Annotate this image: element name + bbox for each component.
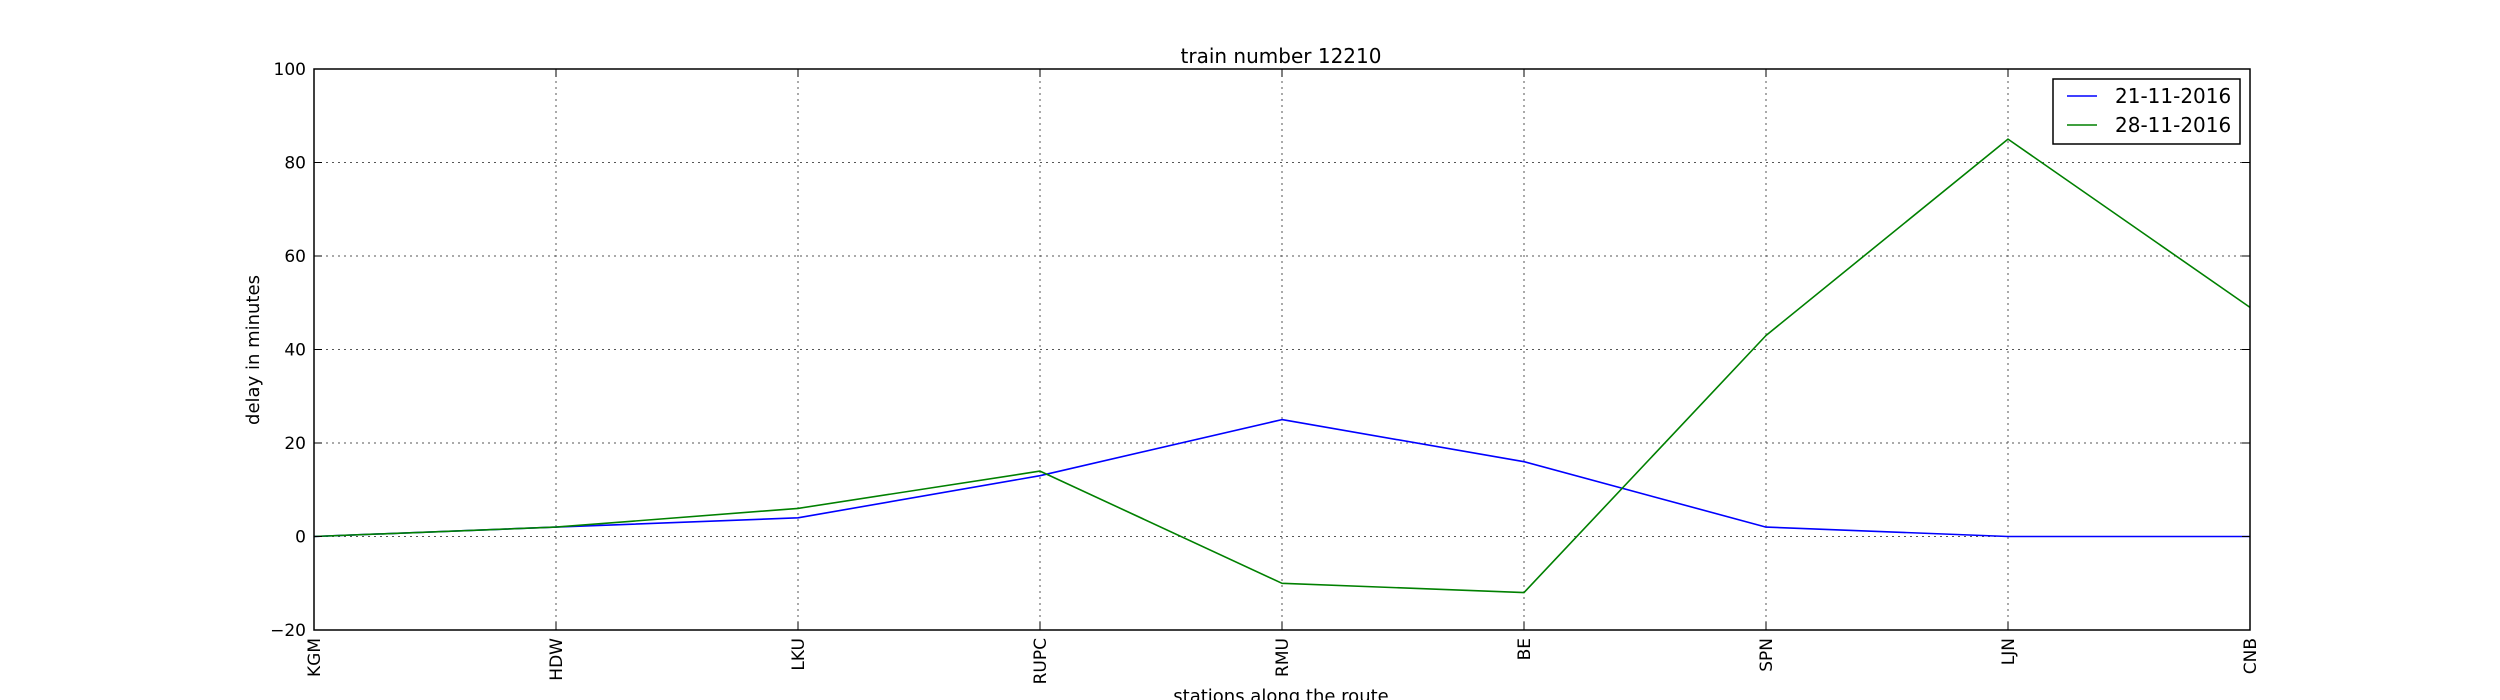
y-tick-label: 40 <box>284 341 306 361</box>
x-tick-label: BE <box>1515 638 1535 660</box>
x-tick-label: RUPC <box>1031 638 1051 684</box>
legend-box <box>2052 78 2241 145</box>
y-tick-label: −20 <box>270 621 306 641</box>
x-tick-label: CNB <box>2241 638 2261 674</box>
legend-entry-series-2: 28-11-2016 <box>2115 113 2231 137</box>
series-line-2 <box>313 138 2251 594</box>
y-tick-label: 60 <box>284 247 306 267</box>
x-tick-label: SPN <box>1757 638 1777 672</box>
x-tick-label: KGM <box>305 638 325 677</box>
y-tick-label: 80 <box>284 154 306 174</box>
x-tick-label: LJN <box>1999 638 2019 665</box>
legend-entry-series-1: 21-11-2016 <box>2115 84 2231 108</box>
x-axis-ticks: KGM HDW LKU RUPC RMU BE SPN LJN CNB <box>305 69 2261 684</box>
x-tick-label: LKU <box>789 638 809 671</box>
x-axis-label: stations along the route <box>1173 686 1388 700</box>
x-tick-label: HDW <box>547 638 567 681</box>
chart-title: train number 12210 <box>1181 44 1382 68</box>
y-tick-label: 0 <box>295 528 306 548</box>
series-lines <box>313 138 2251 594</box>
x-tick-label: RMU <box>1273 638 1293 677</box>
y-tick-label: 20 <box>284 434 306 454</box>
y-tick-label: 100 <box>274 60 306 80</box>
y-axis-ticks: −20 0 20 40 60 80 100 <box>270 60 2250 641</box>
grid <box>314 69 2250 630</box>
legend: 21-11-2016 28-11-2016 <box>2052 78 2241 145</box>
series-line-1 <box>313 418 2250 538</box>
y-axis-label: delay in minutes <box>243 275 264 425</box>
